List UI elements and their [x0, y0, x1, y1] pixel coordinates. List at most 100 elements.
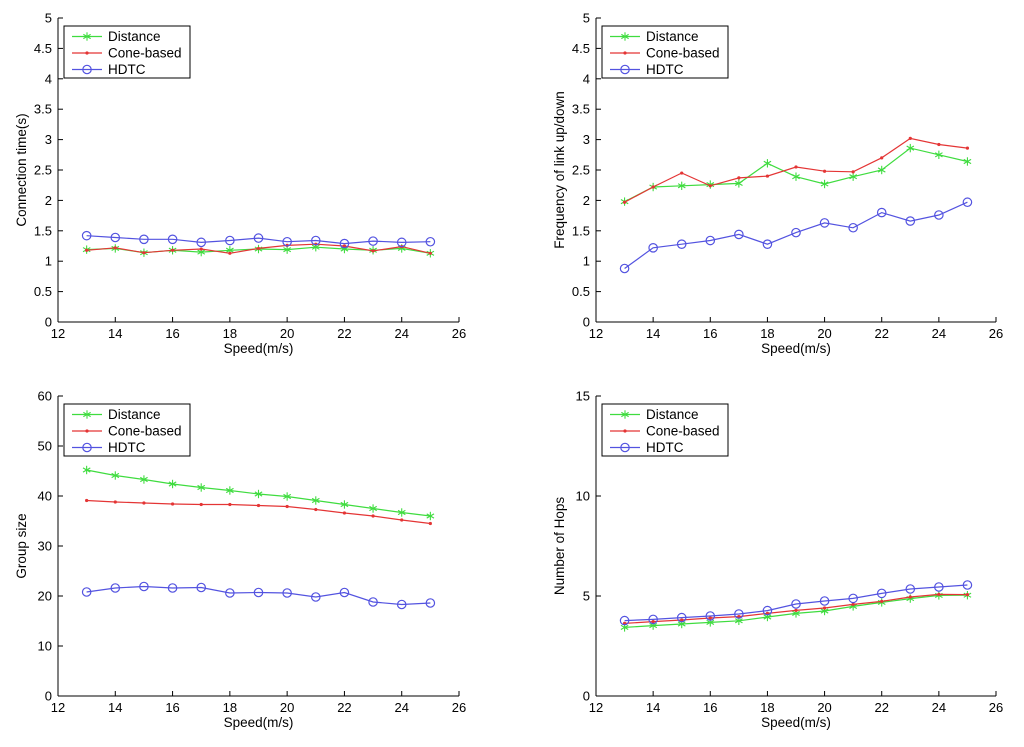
series-distance-marker: [140, 475, 148, 484]
legend-entry-cone-based: Cone-based: [610, 424, 720, 439]
subplot-link-frequency: 12 14 16 18 20 22 24 26 0 0.5 1 1.5 2 2.5 3 3.5 4 4.5 5 Spe…: [512, 0, 1024, 371]
series-cone-based-marker: [651, 185, 655, 189]
series-hdtc-marker: [396, 599, 407, 610]
series-distance-marker: [426, 511, 435, 521]
series-distance-marker: [82, 465, 91, 475]
series-cone-based-marker: [822, 169, 827, 173]
series-hdtc-markers: [619, 580, 973, 626]
series-hdtc-marker: [934, 582, 944, 592]
y-tick-label: 4: [583, 71, 590, 86]
x-tick-label: 16: [165, 326, 179, 341]
y-tick-label: 0.5: [572, 284, 590, 299]
y-tick-label: 10: [576, 489, 590, 504]
legend-label: HDTC: [646, 62, 684, 77]
series-hdtc-marker: [339, 238, 350, 249]
legend-entry-distance: Distance: [72, 29, 161, 44]
series-cone-based-marker: [285, 504, 289, 509]
series-hdtc-line: [86, 585, 431, 606]
y-tick-label: 3: [583, 132, 590, 147]
series-cone-based-marker: [622, 200, 627, 204]
x-tick-label: 22: [874, 700, 888, 715]
legend-label: Cone-based: [108, 424, 182, 439]
legend-entry-distance: Distance: [72, 407, 161, 422]
series-hdtc-markers: [619, 197, 973, 274]
y-tick-label: 0: [45, 689, 52, 704]
y-tick-label: 60: [38, 389, 52, 404]
x-tick-label: 24: [932, 700, 946, 715]
series-cone-based-marker: [708, 616, 712, 620]
series-hdtc-marker: [962, 197, 973, 208]
x-tick-label: 16: [703, 700, 717, 715]
series-hdtc-marker: [734, 229, 744, 240]
legend-marker-hdtc: [620, 64, 630, 75]
series-hdtc-marker: [848, 593, 858, 604]
series-distance-marker: [849, 172, 858, 181]
legend-label: Distance: [646, 29, 699, 44]
axes: 12 14 16 18 20 22 24 26 0 0.5 1 1.5 2 2.5 3 3.5 4 4.5 5: [34, 11, 466, 342]
series-cone-based-markers: [622, 136, 970, 204]
series-hdtc-marker: [905, 216, 916, 226]
link-frequency-chart: 12 14 16 18 20 22 24 26 0 0.5 1 1.5 2 2.5 3 3.5 4 4.5 5 Spe…: [552, 11, 1003, 357]
y-tick-label: 0.5: [34, 284, 52, 299]
legend-marker-hdtc: [620, 442, 630, 453]
series-cone-based-marker: [908, 136, 912, 140]
legend-entry-distance: Distance: [610, 407, 699, 422]
axes: 12 14 16 18 20 22 24 26 0 10 20 30 40 50 60: [38, 389, 467, 716]
series-cone-based-marker: [342, 511, 347, 515]
series-hdtc-marker: [648, 243, 658, 253]
series-hdtc-marker: [282, 236, 292, 247]
series-distance-marker: [369, 504, 377, 513]
x-tick-label: 26: [989, 700, 1003, 715]
series-cone-based-marker: [170, 502, 175, 506]
y-tick-label: 4.5: [34, 41, 52, 56]
series-distance-markers: [82, 465, 435, 521]
series-cone-based-marker: [85, 498, 89, 503]
series-hdtc-marker: [368, 236, 378, 246]
x-tick-label: 20: [817, 326, 831, 341]
series-distance-marker: [820, 179, 829, 189]
legend-entry-cone-based: Cone-based: [610, 46, 720, 61]
series-cone-based-marker: [371, 249, 375, 253]
series-cone-based-marker: [937, 592, 941, 596]
series-hdtc-marker: [110, 232, 121, 243]
series-cone-based-marker: [851, 602, 855, 606]
x-tick-label: 14: [108, 326, 122, 341]
series-cone-based-marker: [680, 171, 684, 175]
legend-label: Distance: [646, 407, 699, 422]
x-tick-label: 14: [108, 700, 122, 715]
y-tick-label: 30: [38, 539, 52, 554]
series-cone-based-marker: [170, 248, 175, 252]
series-hdtc-marker: [167, 583, 178, 593]
series-hdtc-line: [624, 584, 968, 622]
series-distance-marker: [340, 500, 349, 509]
x-tick-label: 24: [394, 700, 408, 715]
y-tick-label: 1: [45, 254, 52, 269]
series-cone-based-marker: [965, 146, 970, 150]
x-tick-label: 26: [452, 326, 466, 341]
subplot-connection-time: 12 14 16 18 20 22 24 26 0 0.5 1 1.5 2 2.5 3 3.5 4 4.5 5 Spe…: [0, 0, 512, 371]
series-distance-marker: [311, 496, 320, 505]
series-cone-based-marker: [142, 501, 146, 505]
legend-entry-distance: Distance: [610, 29, 699, 44]
series-hdtc-marker: [934, 210, 944, 220]
legend-entry-hdtc: HDTC: [610, 62, 684, 77]
y-tick-label: 5: [583, 589, 590, 604]
y-tick-label: 10: [38, 639, 52, 654]
legend-label: Distance: [108, 29, 161, 44]
series-hdtc-marker: [139, 234, 149, 245]
x-tick-label: 14: [646, 700, 660, 715]
legend-label: Cone-based: [646, 46, 720, 61]
x-tick-label: 18: [760, 700, 774, 715]
series-distance-markers: [620, 143, 972, 206]
series-distance-marker: [197, 483, 206, 492]
y-axis-label: Frequency of link up/down: [552, 91, 567, 249]
legend-marker-hdtc: [82, 442, 92, 453]
y-tick-label: 4: [45, 71, 52, 86]
number-of-hops-chart: 12 14 16 18 20 22 24 26 0 5 10 15 Speed(m/s) Number o…: [552, 389, 1003, 731]
series-hdtc-marker: [705, 611, 716, 621]
group-size-chart: 12 14 16 18 20 22 24 26 0 10 20 30 40 50 60 Speed(m/s) G…: [14, 389, 467, 731]
y-tick-label: 20: [38, 589, 52, 604]
legend-label: Cone-based: [108, 46, 182, 61]
